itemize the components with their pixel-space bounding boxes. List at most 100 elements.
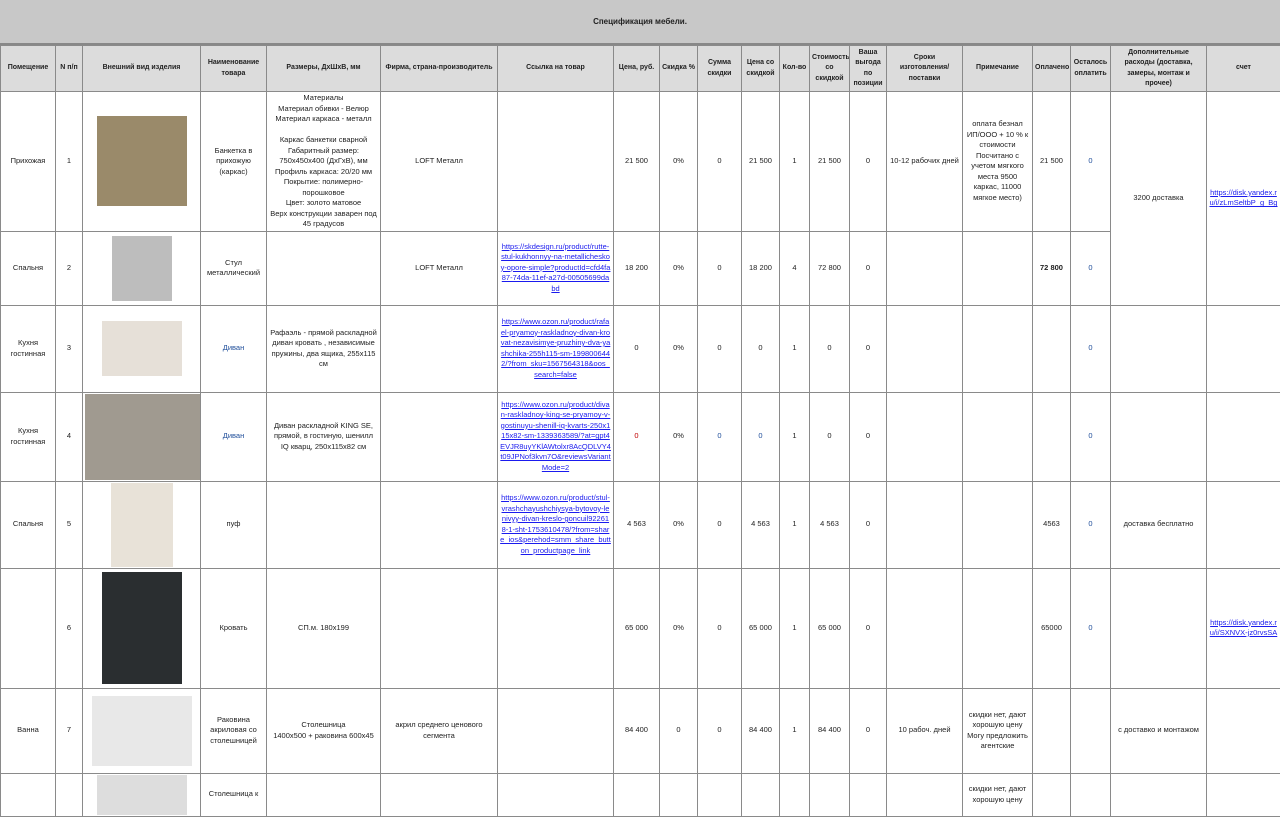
cell-pricedisc[interactable]: 65 000 xyxy=(742,568,780,688)
cell-link[interactable] xyxy=(498,688,614,773)
cell-paid[interactable]: 65000 xyxy=(1033,568,1071,688)
cell-invoice[interactable] xyxy=(1207,481,1280,568)
cell-firm[interactable]: акрил среднего ценового сегмента xyxy=(381,688,498,773)
cell-img[interactable] xyxy=(83,481,201,568)
cell-size[interactable] xyxy=(267,773,381,816)
cell-left[interactable] xyxy=(1071,773,1111,816)
cell-terms[interactable] xyxy=(887,481,963,568)
cell-cost[interactable]: 21 500 xyxy=(810,92,850,232)
cell-room[interactable]: Спальня xyxy=(1,481,56,568)
column-header[interactable]: Помещение xyxy=(1,46,56,92)
cell-room[interactable]: Кухня гостинная xyxy=(1,305,56,392)
cell-size[interactable]: Столешница 1400х500 + раковина 600х45 xyxy=(267,688,381,773)
cell-link[interactable] xyxy=(498,92,614,232)
cell-disc[interactable]: 0% xyxy=(660,305,698,392)
cell-img[interactable] xyxy=(83,688,201,773)
cell-img[interactable] xyxy=(83,92,201,232)
cell-left[interactable]: 0 xyxy=(1071,231,1111,305)
cell-name[interactable]: Диван xyxy=(201,305,267,392)
cell-size[interactable]: Рафаэль - прямой раскладной диван кроват… xyxy=(267,305,381,392)
cell-note[interactable] xyxy=(963,568,1033,688)
cell-qty[interactable]: 1 xyxy=(780,688,810,773)
column-header[interactable]: Сроки изготовления/поставки xyxy=(887,46,963,92)
cell-pricedisc[interactable] xyxy=(742,773,780,816)
column-header[interactable]: Дополнительные расходы (доставка, замеры… xyxy=(1111,46,1207,92)
cell-invoice[interactable]: https://disk.yandex.ru/i/zLmSeltbP_g_Bg xyxy=(1207,92,1280,306)
cell-price[interactable] xyxy=(614,773,660,816)
cell-pricedisc[interactable]: 84 400 xyxy=(742,688,780,773)
cell-disc[interactable]: 0 xyxy=(660,688,698,773)
cell-note[interactable]: скидки нет, дают хорошую цену xyxy=(963,773,1033,816)
cell-paid[interactable]: 21 500 xyxy=(1033,92,1071,232)
cell-price[interactable]: 18 200 xyxy=(614,231,660,305)
column-header[interactable]: Кол-во xyxy=(780,46,810,92)
cell-qty[interactable]: 1 xyxy=(780,305,810,392)
product-link[interactable]: https://www.ozon.ru/product/divan-raskla… xyxy=(500,400,611,472)
cell-benefit[interactable] xyxy=(850,773,887,816)
cell-img[interactable] xyxy=(83,231,201,305)
cell-qty[interactable]: 1 xyxy=(780,481,810,568)
cell-name[interactable]: Столешница к xyxy=(201,773,267,816)
column-header[interactable]: Осталось оплатить xyxy=(1071,46,1111,92)
cell-price[interactable]: 84 400 xyxy=(614,688,660,773)
cell-extra[interactable]: с доставко и монтажом xyxy=(1111,688,1207,773)
cell-benefit[interactable]: 0 xyxy=(850,305,887,392)
cell-link[interactable]: https://www.ozon.ru/product/rafael-pryam… xyxy=(498,305,614,392)
cell-name[interactable]: Раковина акриловая со столешницей xyxy=(201,688,267,773)
cell-terms[interactable]: 10 рабоч. дней xyxy=(887,688,963,773)
cell-firm[interactable] xyxy=(381,392,498,481)
cell-name[interactable]: Диван xyxy=(201,392,267,481)
cell-link[interactable]: https://www.ozon.ru/product/stul-vrashch… xyxy=(498,481,614,568)
cell-img[interactable] xyxy=(83,305,201,392)
cell-paid[interactable] xyxy=(1033,773,1071,816)
cell-paid[interactable] xyxy=(1033,688,1071,773)
cell-paid[interactable]: 72 800 xyxy=(1033,231,1071,305)
cell-note[interactable] xyxy=(963,392,1033,481)
cell-qty[interactable] xyxy=(780,773,810,816)
cell-room[interactable]: Кухня гостинная xyxy=(1,392,56,481)
cell-invoice[interactable] xyxy=(1207,688,1280,773)
cell-name[interactable]: Банкетка в прихожую (каркас) xyxy=(201,92,267,232)
cell-discsum[interactable]: 0 xyxy=(698,305,742,392)
cell-cost[interactable]: 65 000 xyxy=(810,568,850,688)
cell-qty[interactable]: 1 xyxy=(780,568,810,688)
cell-benefit[interactable]: 0 xyxy=(850,481,887,568)
cell-firm[interactable] xyxy=(381,305,498,392)
cell-left[interactable]: 0 xyxy=(1071,392,1111,481)
cell-benefit[interactable]: 0 xyxy=(850,231,887,305)
cell-invoice[interactable] xyxy=(1207,305,1280,392)
column-header[interactable]: Сумма скидки xyxy=(698,46,742,92)
cell-cost[interactable]: 0 xyxy=(810,305,850,392)
cell-size[interactable] xyxy=(267,481,381,568)
cell-terms[interactable]: 10-12 рабочих дней xyxy=(887,92,963,232)
cell-extra[interactable]: 3200 доставка xyxy=(1111,92,1207,306)
cell-discsum[interactable] xyxy=(698,773,742,816)
cell-benefit[interactable]: 0 xyxy=(850,392,887,481)
cell-pricedisc[interactable]: 18 200 xyxy=(742,231,780,305)
column-header[interactable]: Ваша выгода по позиции xyxy=(850,46,887,92)
cell-invoice[interactable] xyxy=(1207,773,1280,816)
cell-n[interactable] xyxy=(56,773,83,816)
cell-link[interactable] xyxy=(498,773,614,816)
column-header[interactable]: Ссылка на товар xyxy=(498,46,614,92)
cell-extra[interactable] xyxy=(1111,392,1207,481)
cell-terms[interactable] xyxy=(887,392,963,481)
cell-firm[interactable] xyxy=(381,773,498,816)
column-header[interactable]: Цена, руб. xyxy=(614,46,660,92)
cell-n[interactable]: 6 xyxy=(56,568,83,688)
cell-img[interactable] xyxy=(83,773,201,816)
cell-invoice[interactable] xyxy=(1207,392,1280,481)
cell-note[interactable] xyxy=(963,305,1033,392)
cell-img[interactable] xyxy=(83,568,201,688)
cell-pricedisc[interactable]: 21 500 xyxy=(742,92,780,232)
cell-terms[interactable] xyxy=(887,773,963,816)
cell-link[interactable]: https://skdesign.ru/product/rutte-stul-k… xyxy=(498,231,614,305)
cell-firm[interactable]: LOFT Металл xyxy=(381,92,498,232)
column-header[interactable]: Стоимость со скидкой xyxy=(810,46,850,92)
column-header[interactable]: Примечание xyxy=(963,46,1033,92)
cell-note[interactable]: скидки нет, дают хорошую цену Могу предл… xyxy=(963,688,1033,773)
cell-left[interactable]: 0 xyxy=(1071,481,1111,568)
cell-discsum[interactable]: 0 xyxy=(698,231,742,305)
cell-extra[interactable] xyxy=(1111,568,1207,688)
cell-extra[interactable] xyxy=(1111,305,1207,392)
